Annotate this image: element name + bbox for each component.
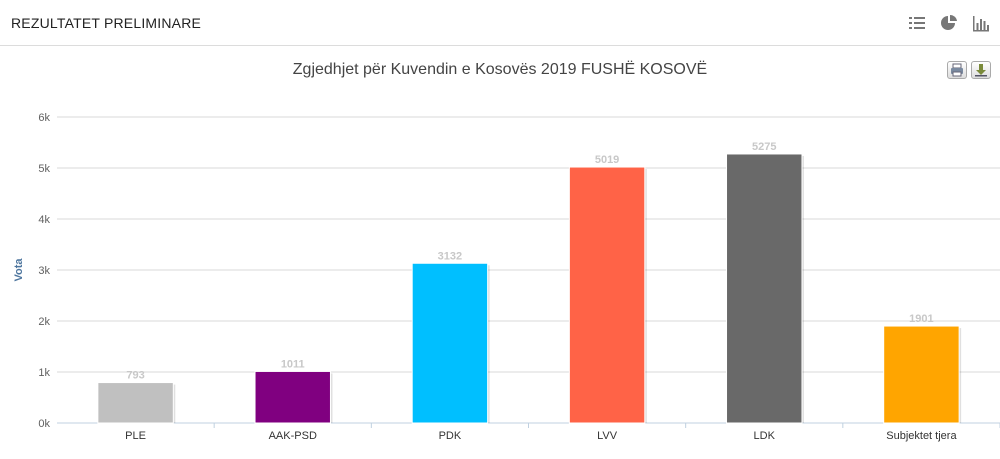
list-icon[interactable] <box>908 14 926 32</box>
panel-header: REZULTATET PRELIMINARE <box>0 0 1000 46</box>
y-axis-title: Vota <box>13 258 25 282</box>
chart-title: Zgjedhjet për Kuvendin e Kosovës 2019 FU… <box>292 61 708 78</box>
download-icon <box>975 64 987 77</box>
bar-ple <box>97 382 174 424</box>
chart-area: Zgjedhjet për Kuvendin e Kosovës 2019 FU… <box>0 47 1000 454</box>
data-label: 793 <box>126 370 144 382</box>
y-tick-label: 3k <box>38 265 50 277</box>
bar-ldk <box>726 153 803 424</box>
data-label: 5019 <box>595 154 619 166</box>
x-tick-label: LDK <box>754 430 776 442</box>
print-icon <box>951 63 963 77</box>
bar-chart: 0k 1k 2k 3k 4k 5k 6k Vota 793 PLE 1011 AAK-PSD 3132 P… <box>13 112 1000 442</box>
data-label: 3132 <box>438 250 462 262</box>
y-tick-label: 2k <box>38 316 50 328</box>
bar-subjektet-tjera <box>883 325 960 424</box>
x-tick-label: PLE <box>125 430 146 442</box>
x-tick-label: PDK <box>439 430 462 442</box>
data-label: 1011 <box>281 358 305 370</box>
x-tick-label: Subjektet tjera <box>886 430 957 442</box>
panel-title: REZULTATET PRELIMINARE <box>11 15 202 31</box>
bar-pdk <box>411 262 489 424</box>
bar-chart-icon[interactable] <box>972 14 990 32</box>
y-tick-label: 6k <box>38 112 50 124</box>
pie-chart-icon[interactable] <box>940 14 958 32</box>
data-label: 5275 <box>752 141 776 153</box>
print-button[interactable] <box>947 61 967 79</box>
bar-lvv <box>568 166 646 424</box>
x-tick-label: LVV <box>597 430 618 442</box>
x-tick-label: AAK-PSD <box>269 430 317 442</box>
y-tick-label: 4k <box>38 214 50 226</box>
bar-aak-psd <box>254 370 331 424</box>
data-label: 1901 <box>909 313 933 325</box>
view-switcher <box>908 14 990 32</box>
y-tick-label: 0k <box>38 418 50 430</box>
y-tick-label: 5k <box>38 163 50 175</box>
y-tick-label: 1k <box>38 367 50 379</box>
download-button[interactable] <box>971 61 991 79</box>
